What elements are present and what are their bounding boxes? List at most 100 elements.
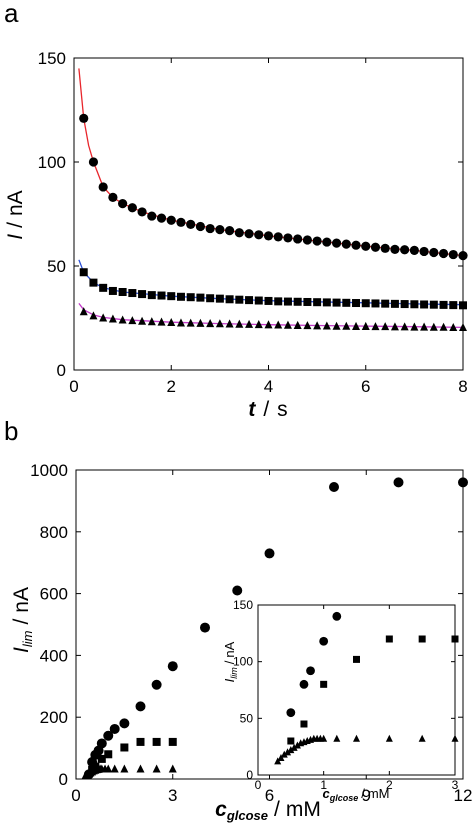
- panel-b-point-circle: [264, 548, 275, 559]
- panel-b-ytick-label: 600: [40, 585, 68, 604]
- panel-a-point-square: [420, 300, 429, 309]
- panel-b-xtick-label: 9: [362, 786, 371, 805]
- panel-a-ytick-label: 50: [47, 257, 66, 276]
- panel-a-point-triangle: [322, 321, 331, 330]
- inset-point-triangle: [287, 746, 295, 754]
- panel-a-ytick-label: 150: [38, 49, 66, 68]
- panel-b-point-circle: [200, 622, 210, 633]
- inset-point-triangle: [280, 750, 288, 758]
- panel-a-point-square: [293, 297, 302, 306]
- panel-a-point-square: [167, 292, 176, 301]
- inset-point-circle: [306, 666, 315, 676]
- panel-a-plot: 0 2 4 6 8 0 50 100 150: [38, 49, 468, 396]
- panel-a-point-triangle: [108, 314, 117, 323]
- panel-a-point-circle: [127, 203, 137, 213]
- panel-a-xtick-label: 8: [458, 377, 467, 396]
- panel-a-point-triangle: [303, 321, 312, 330]
- panel-a-point-square: [235, 295, 244, 304]
- inset-xlabel: cglcose / mM: [322, 786, 389, 803]
- panel-b-xtick-label: 6: [265, 786, 274, 805]
- inset-point-triangle: [290, 743, 298, 751]
- panel-b-ytick-label: 800: [40, 523, 68, 542]
- panel-b-point-triangle: [168, 764, 177, 773]
- panel-b-label: b: [4, 416, 18, 446]
- inset-point-triangle: [385, 734, 393, 742]
- panel-a-point-circle: [390, 244, 400, 254]
- panel-a-point-square: [196, 293, 205, 302]
- panel-b-point-triangle: [104, 764, 113, 773]
- panel-a-point-square: [429, 300, 438, 309]
- panel-b-point-square: [136, 737, 145, 746]
- panel-b-point-circle: [96, 738, 107, 749]
- panel-a-point-circle: [341, 239, 351, 249]
- panel-a-point-square: [361, 299, 370, 308]
- panel-b-ytick-label: 200: [40, 708, 68, 727]
- panel-a-point-triangle: [167, 317, 176, 327]
- inset-point-triangle: [293, 741, 301, 749]
- panel-a-point-square: [176, 292, 185, 301]
- panel-a-point-triangle: [196, 318, 205, 327]
- panel-a-point-square: [400, 300, 409, 309]
- panel-b-point-triangle: [120, 764, 129, 773]
- panel-a-point-triangle: [410, 322, 419, 331]
- panel-a-ytick-label: 0: [57, 361, 66, 380]
- panel-b-point-circle: [103, 730, 114, 741]
- panel-a-point-circle: [147, 211, 157, 221]
- panel-a-xtick-label: 0: [69, 377, 78, 396]
- panel-a-point-circle: [331, 238, 342, 248]
- panel-b-point-circle: [151, 679, 162, 690]
- panel-a-xlabel: t / s: [248, 398, 287, 421]
- panel-a-point-triangle: [459, 322, 467, 332]
- panel-a-point-square: [206, 294, 215, 303]
- panel-a-point-square: [381, 299, 390, 308]
- panel-a-point-square: [99, 283, 108, 292]
- panel-a-point-circle: [98, 182, 108, 192]
- inset-point-triangle: [320, 734, 328, 742]
- panel-a-point-triangle: [371, 322, 380, 331]
- panel-a-point-circle: [409, 245, 419, 255]
- inset-xtick-label: 1: [320, 778, 327, 792]
- panel-a-point-triangle: [254, 320, 263, 329]
- panel-b-point-circle: [109, 723, 120, 734]
- inset-point-square: [451, 635, 459, 643]
- panel-a-point-triangle: [439, 322, 448, 331]
- panel-a-point-square: [225, 295, 234, 304]
- panel-a-point-circle: [176, 217, 186, 227]
- panel-a-point-triangle: [128, 316, 137, 325]
- panel-b-ylabel: Ilim/nA: [10, 587, 35, 653]
- panel-a-point-square: [390, 299, 399, 308]
- panel-b-point-triangle: [152, 764, 161, 773]
- panel-a-point-circle: [205, 223, 215, 234]
- panel-a-point-circle: [263, 231, 274, 241]
- panel-a-point-circle: [195, 221, 206, 232]
- inset-point-circle: [332, 611, 342, 621]
- panel-a-point-square: [147, 291, 156, 300]
- inset-ytick-label: 100: [233, 655, 253, 669]
- panel-a-point-triangle: [400, 322, 409, 331]
- panel-b-point-square: [97, 754, 106, 763]
- panel-b-point-circle: [458, 477, 468, 488]
- panel-b-point-circle: [119, 718, 130, 729]
- panel-a-point-triangle: [176, 318, 185, 327]
- panel-a-ytick-label: 100: [38, 153, 66, 172]
- panel-a-point-circle: [380, 243, 390, 253]
- inset-point-triangle: [451, 734, 459, 742]
- panel-a-point-circle: [283, 233, 293, 243]
- panel-a-point-circle: [370, 242, 381, 252]
- panel-a-point-triangle: [245, 319, 254, 328]
- panel-a-point-circle: [448, 249, 458, 260]
- panel-a-point-square: [342, 298, 351, 307]
- panel-a-point-triangle: [332, 321, 341, 330]
- panel-a-point-circle: [429, 247, 439, 258]
- panel-a-point-triangle: [118, 315, 127, 324]
- panel-a-point-triangle: [89, 311, 98, 320]
- panel-a-point-circle: [438, 248, 449, 259]
- panel-a-point-square: [313, 298, 322, 307]
- panel-a-point-square: [322, 298, 331, 307]
- panel-a-point-triangle: [361, 321, 370, 330]
- panel-a-point-triangle: [420, 322, 429, 331]
- panel-a-point-square: [264, 296, 273, 305]
- panel-a-point-circle: [293, 234, 303, 244]
- panel-a-point-circle: [225, 226, 235, 236]
